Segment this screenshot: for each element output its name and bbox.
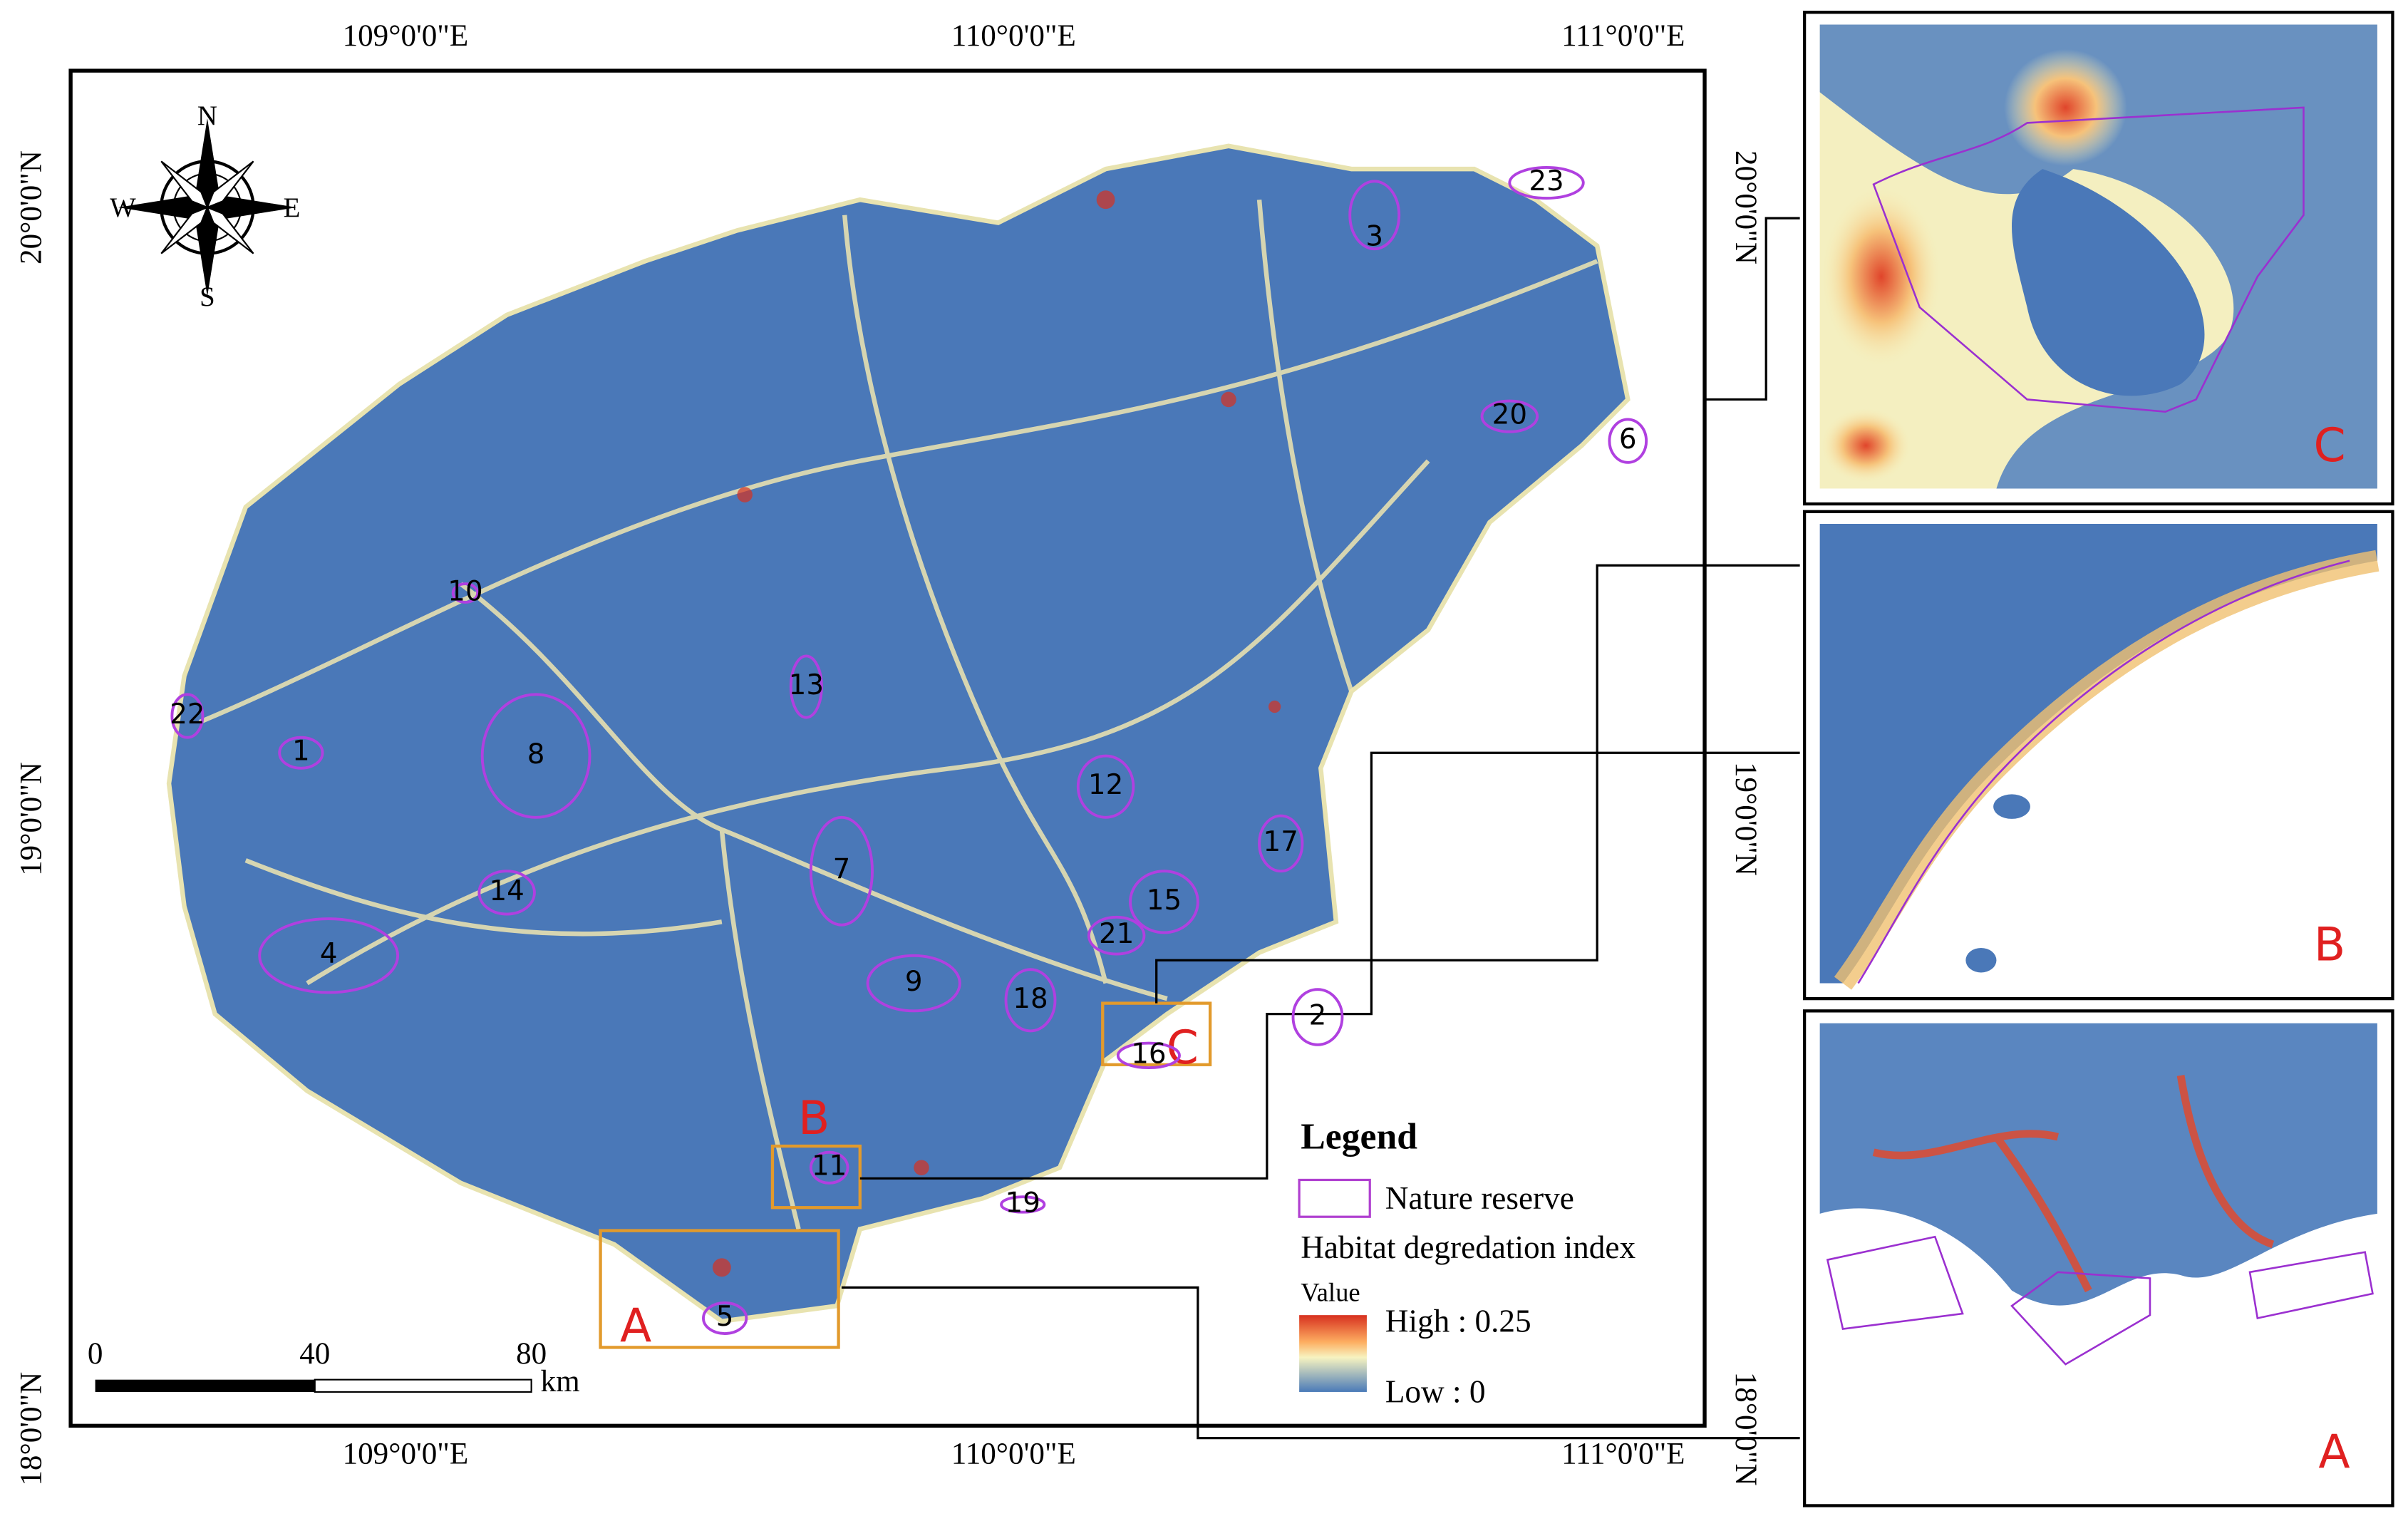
nature-reserve	[1608, 418, 1648, 464]
reserve-label: 21	[1099, 918, 1134, 950]
legend: Legend Nature reserve Habitat degredatio…	[1298, 1116, 1636, 1410]
nature-reserve	[809, 1150, 849, 1185]
roads	[198, 199, 1598, 1230]
inset-label: C	[2314, 419, 2346, 473]
nature-reserve	[278, 736, 324, 770]
nature-reserve	[480, 693, 591, 819]
nature-reserve	[1291, 988, 1344, 1046]
legend-reserve: Nature reserve	[1385, 1180, 1574, 1216]
reserve-label: 10	[448, 576, 482, 608]
nature-reserve	[1348, 180, 1401, 251]
bottom-axis-label: 109°0'0"E	[343, 1437, 469, 1470]
left-axis-label: 20°0'0"N	[14, 150, 48, 264]
reserve-label: 3	[1365, 221, 1383, 253]
reserve-label: 11	[812, 1150, 847, 1182]
nature-reserve	[809, 815, 874, 927]
reserve-label: 20	[1492, 399, 1527, 431]
compass: N S E W	[110, 100, 300, 312]
nature-reserve	[1004, 968, 1057, 1033]
inset-c	[1802, 11, 2394, 506]
nature-reserve	[866, 954, 961, 1013]
reserve-label: 8	[527, 738, 545, 770]
top-axis-label: 110°0'0"E	[951, 19, 1076, 53]
legend-low: Low : 0	[1385, 1374, 1486, 1410]
legend-index: Habitat degredation index	[1301, 1229, 1636, 1265]
reserve-label: 1	[292, 736, 310, 768]
inset-label: A	[2318, 1425, 2350, 1479]
top-axis-label: 111°0'0"E	[1561, 19, 1685, 53]
scale-tick: 0	[88, 1337, 103, 1371]
reserve-label: 16	[1131, 1038, 1166, 1070]
compass-n: N	[197, 100, 217, 131]
reserve-label: 5	[716, 1301, 734, 1333]
connectors	[841, 217, 1800, 1440]
nature-reserve	[477, 870, 536, 916]
right-axis-label: 20°0'0"N	[1729, 150, 1762, 264]
nature-reserve	[170, 693, 205, 739]
reserve-label: 19	[1006, 1187, 1040, 1219]
compass-e: E	[284, 192, 301, 223]
legend-value: Value	[1301, 1278, 1360, 1307]
scale-bar: 0 40 80 km	[88, 1337, 580, 1398]
zoom-box-label: A	[620, 1299, 651, 1353]
top-axis-label: 109°0'0"E	[343, 19, 469, 53]
inset-a	[1802, 1009, 2394, 1507]
nature-reserve	[1508, 166, 1585, 200]
nature-reserve	[702, 1301, 748, 1335]
inset-label: B	[2314, 919, 2345, 972]
reserve-label: 18	[1013, 983, 1048, 1015]
right-axis-label: 18°0'0"N	[1729, 1372, 1762, 1486]
legend-title: Legend	[1301, 1116, 1417, 1157]
right-axis-label: 19°0'0"N	[1729, 762, 1762, 876]
reserve-label: 12	[1088, 769, 1123, 801]
reserve-label: 9	[905, 966, 923, 998]
reserve-label: 15	[1147, 885, 1182, 917]
bottom-axis-label: 110°0'0"E	[951, 1437, 1076, 1470]
hotspots	[712, 190, 1281, 1277]
nature-reserve	[1116, 1041, 1181, 1070]
reserve-label: 7	[833, 854, 851, 886]
scale-unit: km	[541, 1365, 580, 1398]
nature-reserve	[1076, 754, 1135, 819]
reserve-label: 14	[489, 875, 524, 907]
nature-reserve	[1000, 1195, 1046, 1214]
nature-reserve	[1258, 814, 1304, 873]
island	[166, 143, 1631, 1324]
reserve-label: 6	[1619, 423, 1637, 455]
reserve-label: 13	[789, 669, 824, 701]
nature-reserve	[451, 582, 480, 604]
bottom-axis-label: 111°0'0"E	[1561, 1437, 1685, 1470]
reserve-label: 2	[1309, 999, 1327, 1031]
reserve-label: 22	[170, 698, 205, 731]
zoom-box-label: B	[798, 1092, 830, 1145]
left-axis-label: 18°0'0"N	[14, 1372, 48, 1486]
reserve-label: 17	[1264, 826, 1298, 858]
reserve-label: 4	[320, 938, 338, 970]
nature-reserve	[258, 917, 400, 994]
compass-s: S	[200, 282, 215, 312]
nature-reserve	[1129, 870, 1199, 934]
left-axis-label: 19°0'0"N	[14, 762, 48, 876]
reserve-label: 23	[1529, 165, 1564, 197]
legend-high: High : 0.25	[1385, 1303, 1531, 1339]
nature-reserve	[1480, 399, 1539, 433]
nature-reserve	[789, 654, 823, 719]
compass-w: W	[110, 192, 136, 223]
inset-b	[1802, 510, 2394, 1001]
scale-tick: 80	[516, 1337, 547, 1371]
nature-reserve	[1087, 915, 1146, 956]
scale-tick: 40	[299, 1337, 330, 1371]
